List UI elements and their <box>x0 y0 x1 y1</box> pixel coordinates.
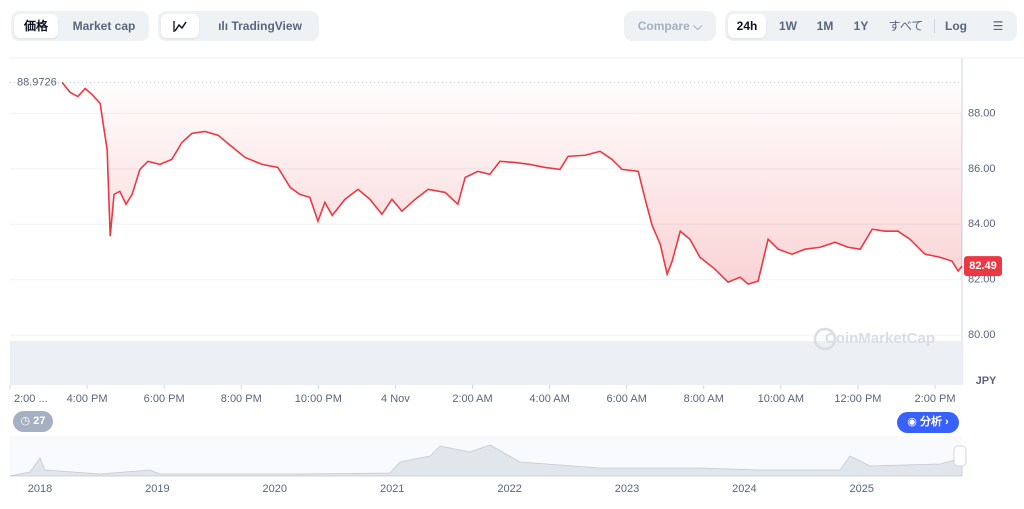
analysis-label: 分析 <box>919 416 942 428</box>
x-tick-label: 6:00 AM <box>607 393 647 405</box>
range-all[interactable]: すべて <box>888 19 924 33</box>
range-group: 24h 1W 1M 1Y すべて Log ☰ <box>725 11 1017 41</box>
tab-market-cap[interactable]: Market cap <box>72 19 136 33</box>
x-tick-label: 4:00 AM <box>529 393 569 405</box>
x-tick-label: 6:00 PM <box>144 393 185 405</box>
tab-price[interactable]: 価格 <box>14 14 58 38</box>
compare-button[interactable]: Compare ⌵ <box>637 19 703 33</box>
x-tick-label: 12:00 PM <box>834 393 881 405</box>
events-count: 27 <box>33 415 46 427</box>
analysis-pill[interactable]: ◉ 分析 › <box>897 412 959 433</box>
log-button[interactable]: Log <box>945 19 967 33</box>
x-tick-label: 2:00 ... <box>14 393 48 405</box>
y-tick-label: 82.00 <box>968 274 996 286</box>
line-icon <box>173 21 187 32</box>
line-icon-button[interactable] <box>161 14 199 38</box>
range-1w[interactable]: 1W <box>779 19 797 33</box>
x-tick-label: 8:00 PM <box>221 393 262 405</box>
watermark: CoinMarketCap <box>825 330 935 347</box>
compare-group: Compare ⌵ <box>624 11 716 41</box>
x-tick-label: 4:00 PM <box>67 393 108 405</box>
navigator-year: 2023 <box>615 483 639 495</box>
navigator <box>10 436 962 476</box>
x-tick-label: 8:00 AM <box>684 393 724 405</box>
range-24h[interactable]: 24h <box>728 14 766 38</box>
y-tick-label: 84.00 <box>968 218 996 230</box>
range-1m[interactable]: 1M <box>816 19 834 33</box>
x-tick-label: 10:00 AM <box>758 393 804 405</box>
navigator-year: 2019 <box>145 483 169 495</box>
compare-label: Compare <box>637 19 690 33</box>
last-price-badge <box>964 256 1002 277</box>
currency-label: JPY <box>976 375 997 387</box>
y-tick-label: 80.00 <box>968 329 996 341</box>
x-tick-label: 4 Nov <box>381 393 410 405</box>
volume-band <box>10 341 962 385</box>
last-price-label: 82.49 <box>969 260 997 272</box>
y-tick-label: 86.00 <box>968 163 996 175</box>
price-line <box>61 81 963 286</box>
range-1y[interactable]: 1Y <box>853 19 869 33</box>
navigator-year: 2022 <box>497 483 521 495</box>
navigator-year: 2020 <box>263 483 287 495</box>
navigator-year: 2018 <box>28 483 52 495</box>
tradingview-button[interactable]: ılı TradingView <box>218 19 302 33</box>
tool-group: ılı TradingView <box>158 11 319 41</box>
x-tick-label: 2:00 AM <box>452 393 492 405</box>
tab-group: 価格 Market cap <box>11 11 149 41</box>
x-tick-label: 10:00 PM <box>295 393 342 405</box>
x-tick-label: 2:00 PM <box>915 393 956 405</box>
divider <box>934 19 935 33</box>
open-price-label: 88.9726 <box>17 76 57 88</box>
navigator-year: 2024 <box>732 483 756 495</box>
y-tick-label: 88.00 <box>968 107 996 119</box>
price-area-fill <box>62 82 962 285</box>
events-pill[interactable]: ◷ 27 <box>13 411 53 432</box>
navigator-handle[interactable] <box>953 445 967 467</box>
navigator-area <box>9 444 963 477</box>
tradingview-label: TradingView <box>231 19 302 33</box>
watermark-logo <box>813 327 837 351</box>
navigator-year: 2021 <box>380 483 404 495</box>
navigator-year: 2025 <box>850 483 874 495</box>
settings-button[interactable]: ☰ <box>992 19 1004 33</box>
